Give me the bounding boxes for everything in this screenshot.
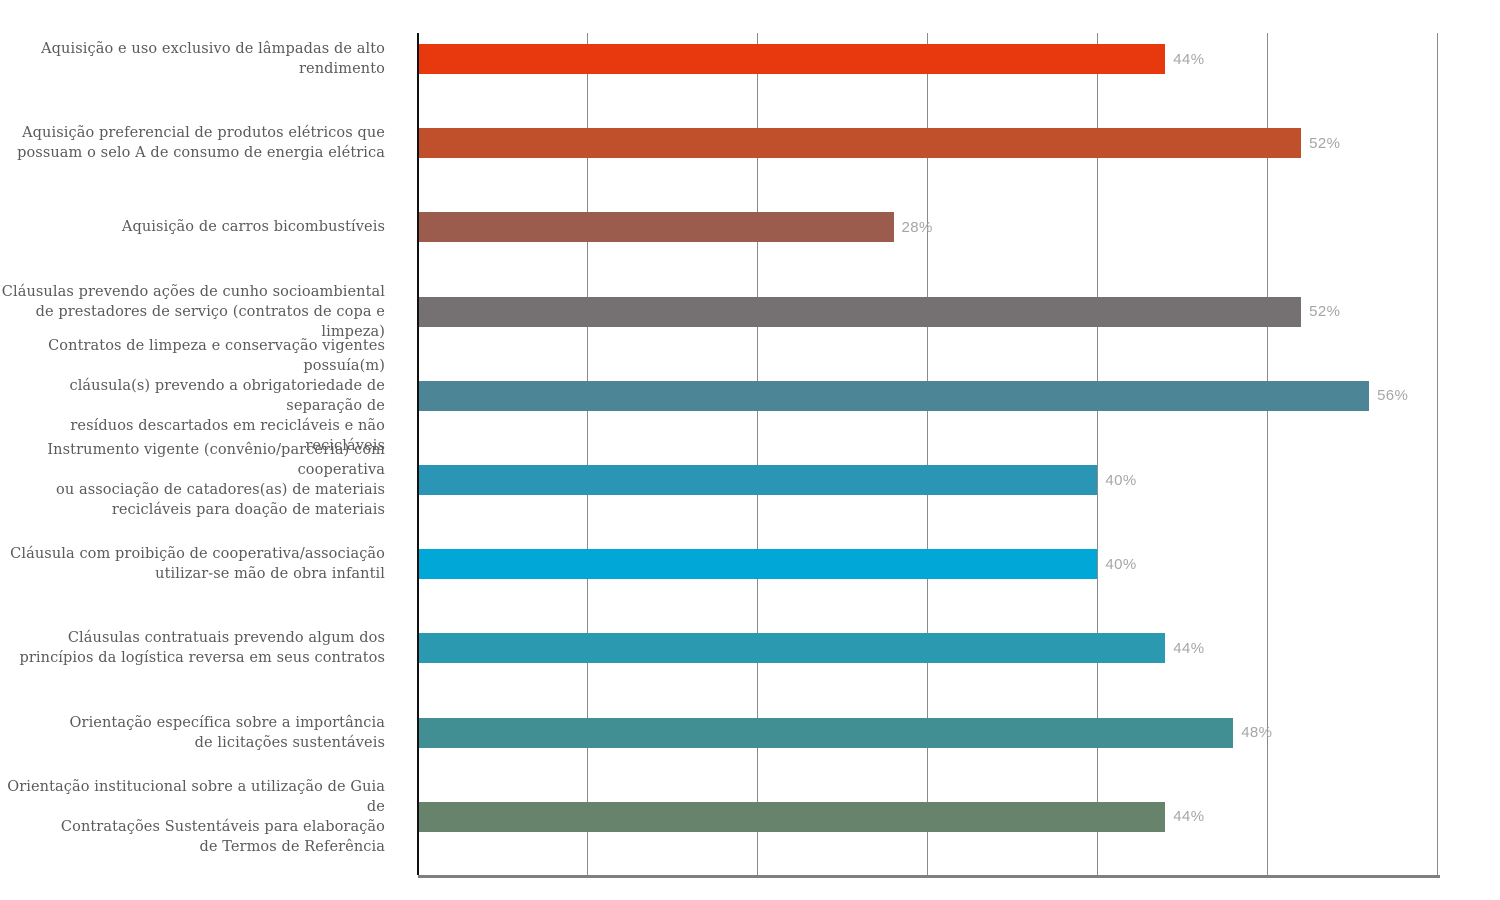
- category-label: Contratos de limpeza e conservação vigen…: [0, 336, 401, 456]
- value-label: 40%: [1105, 471, 1137, 489]
- bar: [418, 717, 1234, 748]
- bar-row: 48%: [418, 717, 1437, 748]
- category-label-line: Cláusulas contratuais prevendo algum dos: [67, 630, 385, 647]
- value-label: 44%: [1173, 808, 1205, 826]
- category-label-line: ou associação de catadores(as) de materi…: [56, 482, 385, 498]
- value-label: 44%: [1173, 50, 1205, 68]
- category-label-line: princípios da logística reversa em seus …: [19, 650, 385, 667]
- category-label: Aquisição preferencial de produtos elétr…: [0, 123, 401, 163]
- bar-row: 52%: [418, 128, 1437, 159]
- category-label-line: possuam o selo A de consumo de energia e…: [17, 145, 385, 162]
- bar: [418, 380, 1370, 411]
- gridline-40: [1096, 33, 1098, 875]
- category-label: Instrumento vigente (convênio/parceria) …: [0, 440, 401, 520]
- category-label-line: Aquisição de carros bicombustíveis: [121, 219, 385, 236]
- category-label: Orientação específica sobre a importânci…: [0, 713, 401, 753]
- category-label: Aquisição e uso exclusivo de lâmpadas de…: [0, 39, 401, 79]
- category-label-line: Cláusulas prevendo ações de cunho socioa…: [1, 283, 385, 300]
- value-label: 28%: [901, 218, 933, 236]
- bar: [418, 128, 1302, 159]
- value-label: 52%: [1309, 303, 1341, 321]
- category-label: Cláusula com proibição de cooperativa/as…: [0, 544, 401, 584]
- category-label-line: recicláveis para doação de materiais: [111, 502, 385, 518]
- bar: [418, 549, 1098, 580]
- bar-row: 40%: [418, 465, 1437, 495]
- category-label: Cláusulas contratuais prevendo algum dos…: [0, 628, 401, 668]
- bar: [418, 296, 1302, 327]
- category-label-line: cláusula(s) prevendo a obrigatoriedade d…: [69, 377, 385, 414]
- plot-area: 44% 52% 28% 52% 56% 40% 40% 44% 48% 44%: [417, 33, 1438, 875]
- category-label-line: Instrumento vigente (convênio/parceria) …: [47, 442, 385, 478]
- category-label-line: Aquisição preferencial de produtos elétr…: [22, 125, 385, 142]
- category-label: Orientação institucional sobre a utiliza…: [0, 777, 401, 857]
- category-label: Aquisição de carros bicombustíveis: [0, 217, 401, 237]
- category-label-line: resíduos descartados em recicláveis e nã…: [70, 417, 385, 454]
- category-label-line: Contratos de limpeza e conservação vigen…: [48, 337, 385, 374]
- gridline-50: [1266, 33, 1268, 875]
- bar: [418, 212, 894, 243]
- bar-row: 40%: [418, 549, 1437, 580]
- value-label: 48%: [1241, 724, 1273, 742]
- category-labels-column: Aquisição e uso exclusivo de lâmpadas de…: [0, 33, 401, 875]
- value-label: 40%: [1105, 555, 1137, 573]
- bar-row: 44%: [418, 633, 1437, 664]
- bar: [418, 633, 1166, 664]
- x-axis-line: [418, 875, 1440, 878]
- gridline-30: [927, 33, 928, 875]
- category-label-line: Cláusula com proibição de cooperativa/as…: [10, 546, 385, 563]
- category-label-line: de Termos de Referência: [199, 838, 385, 855]
- gridline-60: [1436, 33, 1438, 875]
- category-label-line: Orientação institucional sobre a utiliza…: [7, 778, 385, 815]
- bar: [418, 465, 1098, 495]
- gridline-20: [757, 33, 759, 875]
- category-label-line: Aquisição e uso exclusivo de lâmpadas de…: [41, 41, 385, 77]
- category-label-line: de prestadores de serviço (contratos de …: [35, 303, 385, 340]
- value-label: 52%: [1309, 134, 1341, 152]
- category-label-line: utilizar-se mão de obra infantil: [155, 566, 385, 583]
- bar-row: 44%: [418, 801, 1437, 832]
- gridline-10: [587, 33, 589, 875]
- value-label: 44%: [1173, 639, 1205, 657]
- bar-row: 56%: [418, 380, 1437, 411]
- bar: [418, 801, 1166, 832]
- category-label-line: Contratações Sustentáveis para elaboraçã…: [60, 818, 385, 835]
- bar-row: 44%: [418, 44, 1437, 74]
- bar-row: 28%: [418, 212, 1437, 243]
- category-label-line: Orientação específica sobre a importânci…: [69, 714, 385, 731]
- value-label: 56%: [1377, 387, 1409, 405]
- category-label: Cláusulas prevendo ações de cunho socioa…: [0, 282, 401, 342]
- bar: [418, 44, 1166, 74]
- y-axis-line: [417, 33, 419, 875]
- category-label-line: de licitações sustentáveis: [194, 734, 385, 751]
- bar-row: 52%: [418, 296, 1437, 327]
